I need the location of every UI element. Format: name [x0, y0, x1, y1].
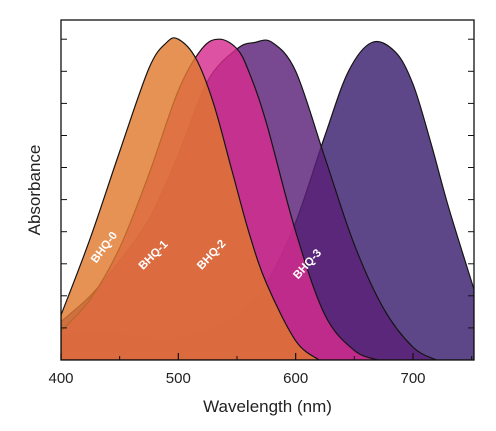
x-tick-label: 600	[283, 370, 308, 387]
x-tick-label: 500	[166, 370, 191, 387]
x-tick-label: 400	[48, 370, 73, 387]
series-areas	[61, 37, 474, 360]
y-axis-title: Absorbance	[25, 145, 44, 236]
x-axis-title: Wavelength (nm)	[203, 397, 332, 416]
series-area-bhq-0	[61, 37, 321, 360]
x-tick-label: 700	[400, 370, 425, 387]
axis-ticks: 400 500 600 700	[48, 38, 474, 387]
plot-frame	[60, 19, 475, 361]
